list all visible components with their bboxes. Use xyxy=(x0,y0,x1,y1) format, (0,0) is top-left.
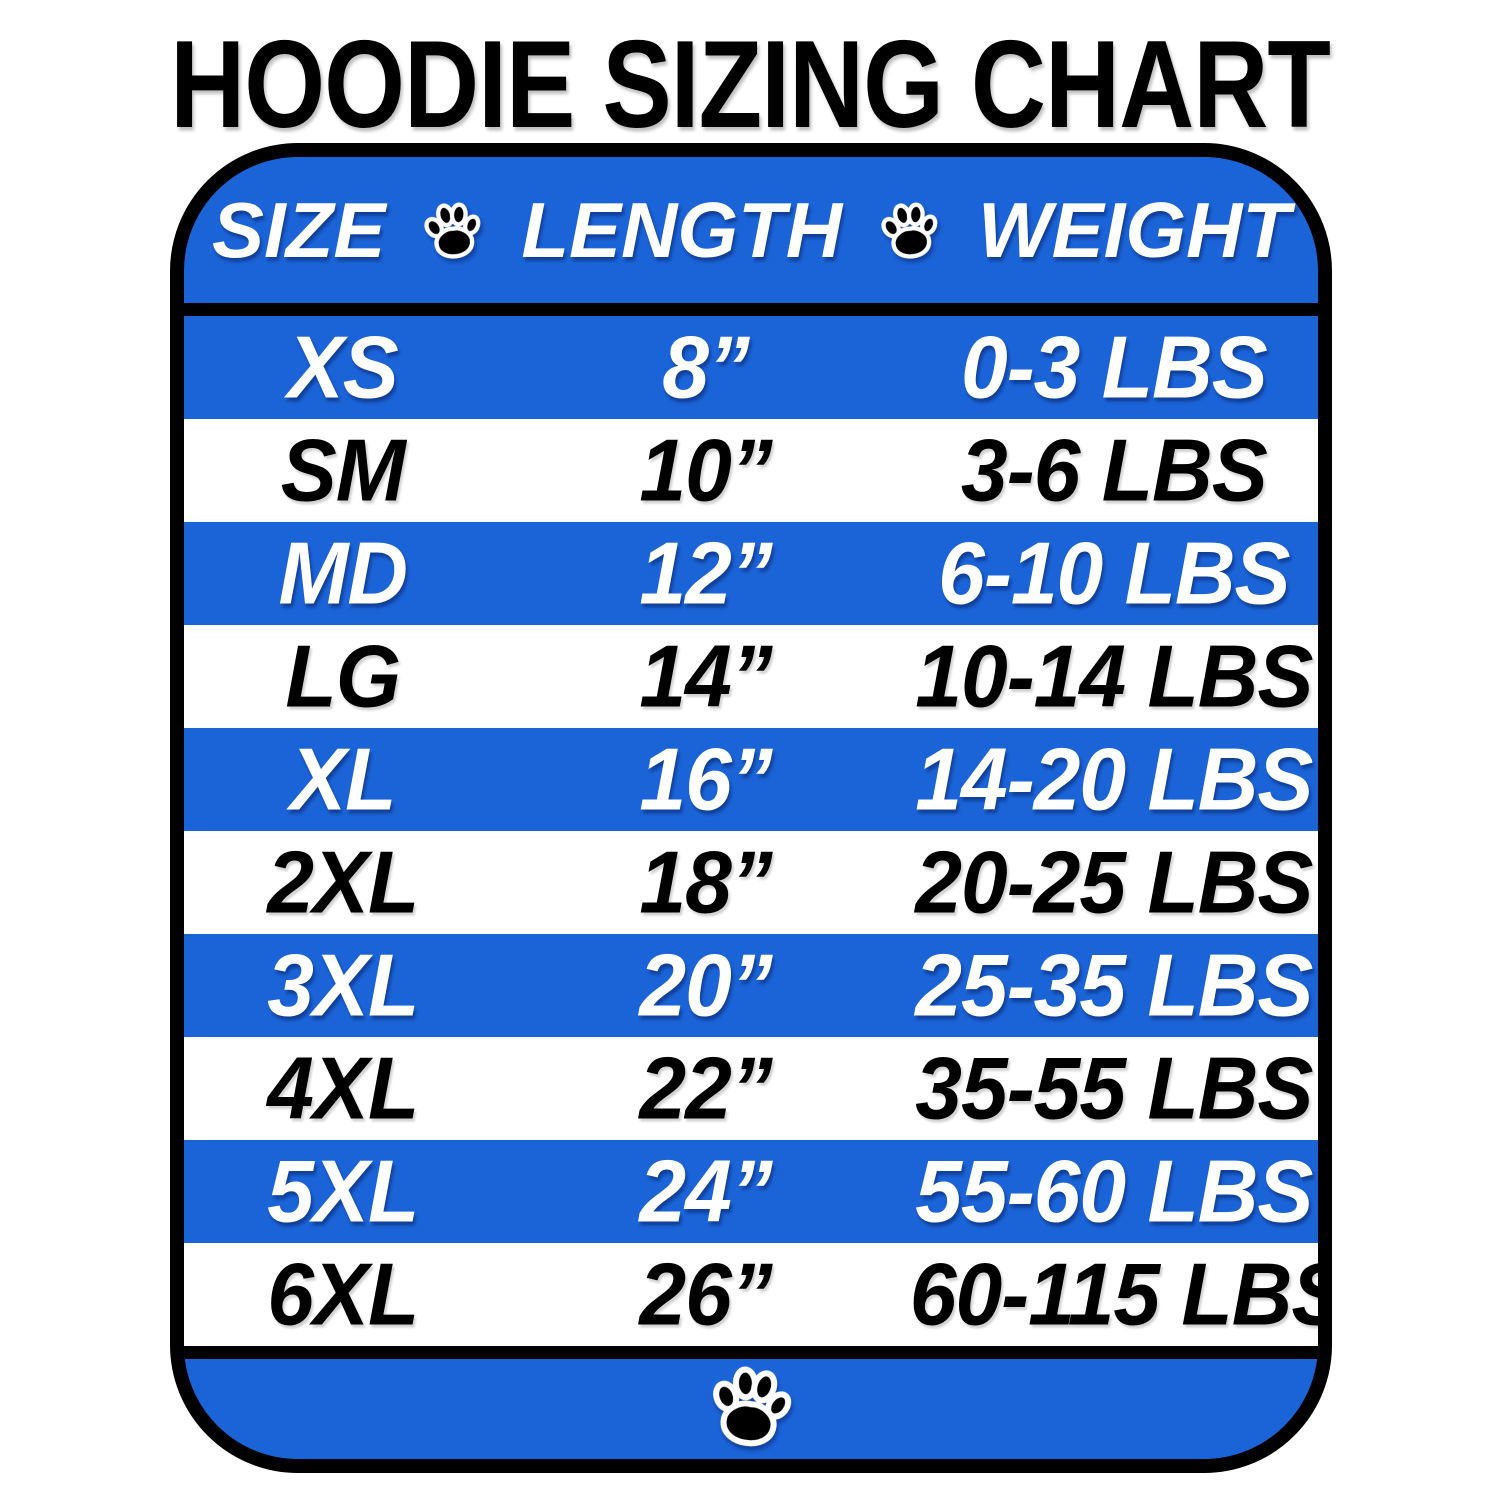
size-cell: XS xyxy=(287,317,399,417)
table-row: XS 8” 0-3 LBS xyxy=(184,316,1318,419)
weight-cell: 3-6 LBS xyxy=(960,420,1268,520)
length-cell: 12” xyxy=(639,523,772,623)
page-title: HOODIE SIZING CHART xyxy=(170,15,1331,155)
size-cell: 5XL xyxy=(267,1141,419,1241)
paw-icon xyxy=(424,202,481,259)
table-row: 2XL 18” 20-25 LBS xyxy=(184,831,1318,934)
size-cell: 2XL xyxy=(267,832,419,932)
size-cell: 6XL xyxy=(267,1244,419,1344)
length-cell: 8” xyxy=(662,317,750,417)
footer-divider xyxy=(184,1346,1318,1359)
weight-cell: 10-14 LBS xyxy=(915,626,1313,726)
length-cell: 26” xyxy=(639,1244,772,1344)
column-header-length: LENGTH xyxy=(521,185,843,274)
size-cell: SM xyxy=(280,420,406,520)
paw-icon xyxy=(881,202,938,259)
weight-cell: 14-20 LBS xyxy=(915,729,1313,829)
table-header: SIZE LENGTH WEIGHT xyxy=(184,157,1318,303)
length-cell: 14” xyxy=(639,626,772,726)
column-header-size: SIZE xyxy=(212,185,386,274)
card-footer xyxy=(184,1359,1318,1459)
table-row: LG 14” 10-14 LBS xyxy=(184,625,1318,728)
header-divider xyxy=(184,303,1318,316)
length-cell: 16” xyxy=(639,729,772,829)
table-row: 5XL 24” 55-60 LBS xyxy=(184,1140,1318,1243)
table-rows: XS 8” 0-3 LBS SM 10” 3-6 LBS MD 12” 6-10… xyxy=(184,316,1318,1346)
length-cell: 10” xyxy=(639,420,772,520)
weight-cell: 35-55 LBS xyxy=(915,1038,1313,1138)
size-cell: 3XL xyxy=(267,935,419,1035)
column-header-weight: WEIGHT xyxy=(978,185,1290,274)
length-cell: 20” xyxy=(639,935,772,1035)
weight-cell: 55-60 LBS xyxy=(915,1141,1313,1241)
table-row: 6XL 26” 60-115 LBS xyxy=(184,1243,1318,1346)
weight-cell: 0-3 LBS xyxy=(960,317,1268,417)
length-cell: 22” xyxy=(639,1038,772,1138)
size-cell: LG xyxy=(285,626,401,726)
table-row: XL 16” 14-20 LBS xyxy=(184,728,1318,831)
table-row: MD 12” 6-10 LBS xyxy=(184,522,1318,625)
table-row: SM 10” 3-6 LBS xyxy=(184,419,1318,522)
length-cell: 24” xyxy=(639,1141,772,1241)
size-cell: MD xyxy=(278,523,408,623)
weight-cell: 20-25 LBS xyxy=(915,832,1313,932)
size-cell: XL xyxy=(290,729,396,829)
paw-icon xyxy=(713,1366,792,1447)
table-row: 3XL 20” 25-35 LBS xyxy=(184,934,1318,1037)
length-cell: 18” xyxy=(639,832,772,932)
weight-cell: 25-35 LBS xyxy=(915,935,1313,1035)
weight-cell: 60-115 LBS xyxy=(909,1244,1332,1344)
size-cell: 4XL xyxy=(267,1038,419,1138)
weight-cell: 6-10 LBS xyxy=(938,523,1290,623)
sizing-chart-card: SIZE LENGTH WEIGHT XS 8” 0-3 xyxy=(170,143,1332,1473)
table-row: 4XL 22” 35-55 LBS xyxy=(184,1037,1318,1140)
